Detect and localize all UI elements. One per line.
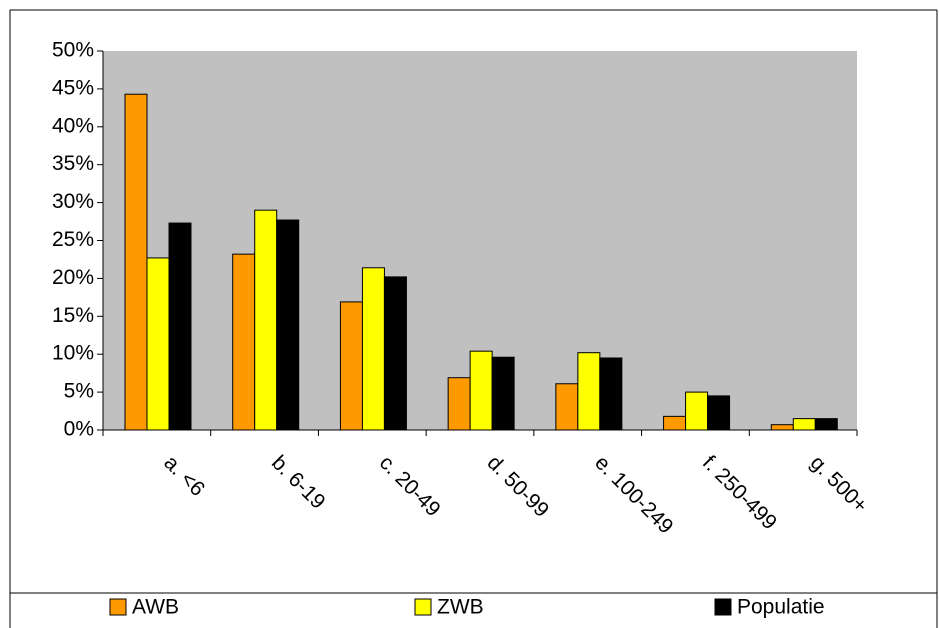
bar — [770, 424, 794, 431]
bar — [361, 267, 385, 431]
x-tick-label: d. 50-99 — [483, 451, 554, 522]
bar — [276, 219, 300, 431]
bar — [814, 418, 838, 431]
bar — [663, 415, 687, 431]
bar — [599, 357, 623, 431]
y-tick-label: 5% — [64, 380, 94, 403]
y-tick-label: 20% — [52, 266, 94, 289]
legend-label: AWB — [132, 596, 179, 619]
bar — [124, 93, 148, 431]
y-tick-label: 10% — [52, 342, 94, 365]
y-tick-label: 35% — [52, 152, 94, 175]
bar — [577, 352, 601, 431]
x-tick-label: c. 20-49 — [375, 451, 445, 521]
bar — [491, 356, 515, 431]
bar — [146, 257, 170, 431]
y-tick-label: 25% — [52, 228, 94, 251]
x-tick-label: f. 250-499 — [698, 451, 781, 534]
x-tick-label: e. 100-249 — [590, 451, 677, 538]
bar — [254, 209, 278, 431]
legend-swatch — [414, 598, 432, 616]
legend-swatch — [714, 598, 732, 616]
legend-label: ZWB — [437, 596, 484, 619]
x-tick-label: a. <6 — [159, 451, 209, 501]
y-tick-label: 45% — [52, 76, 94, 99]
y-tick-label: 15% — [52, 304, 94, 327]
y-tick-label: 0% — [64, 418, 94, 441]
y-tick-label: 50% — [52, 39, 94, 62]
y-tick-label: 30% — [52, 190, 94, 213]
bar — [168, 222, 192, 431]
legend-label: Populatie — [737, 596, 825, 619]
legend-swatch — [109, 598, 127, 616]
bar — [339, 301, 363, 431]
bar — [383, 276, 407, 431]
bar — [232, 253, 256, 431]
bar — [447, 377, 471, 431]
bar — [555, 383, 579, 431]
x-tick-label: g. 500+ — [806, 451, 872, 517]
bar — [469, 350, 493, 431]
bar — [685, 391, 709, 431]
y-tick-label: 40% — [52, 114, 94, 137]
x-tick-label: b. 6-19 — [267, 451, 330, 514]
bar — [707, 395, 731, 431]
bar — [792, 418, 816, 431]
